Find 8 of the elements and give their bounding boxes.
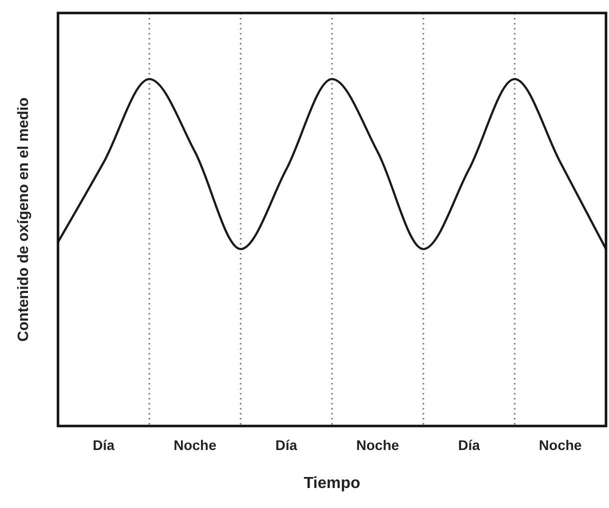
x-tick-label: Día [92, 437, 115, 453]
y-axis-title: Contenido de oxígeno en el medio [15, 97, 32, 342]
x-tick-label: Día [458, 437, 480, 453]
x-tick-label: Noche [356, 437, 400, 453]
x-tick-label: Noche [538, 437, 582, 453]
x-axis-title: Tiempo [304, 475, 361, 492]
x-tick-label: Día [275, 437, 298, 453]
x-tick-label: Noche [174, 437, 217, 453]
